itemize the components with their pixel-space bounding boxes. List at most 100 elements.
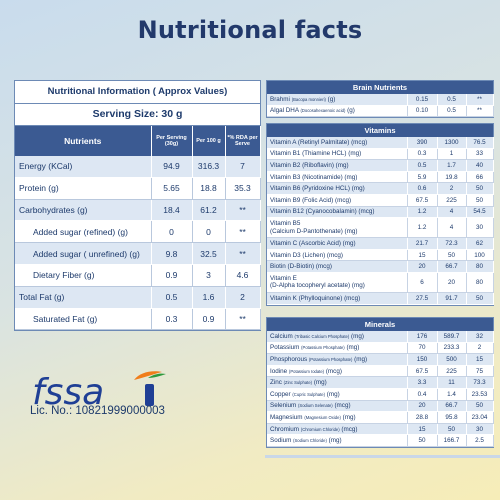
nutrient-name: Vitamin E (D-Alpha tocopheryl acetate) (m… — [267, 272, 408, 293]
leaf-icon — [148, 373, 166, 378]
nutrient-unit: (mg) — [354, 355, 368, 363]
nutrient-value: 15 — [407, 423, 438, 436]
nutrient-value: 225 — [437, 365, 467, 378]
nutrient-unit: (mcg) — [325, 367, 342, 375]
nutrient-label: Vitamin B12 (Cyanocobalamin) (mcg) — [270, 208, 375, 216]
nutrient-name: Total Fat (g) — [15, 286, 152, 309]
nutrient-label: Vitamin B9 (Folic Acid) (mcg) — [270, 196, 352, 204]
nutrient-label: Vitamin A (Retinyl Palmitate) (mcg) — [270, 138, 368, 146]
nutrient-value: 4 — [437, 206, 467, 219]
nutrient-value: 80 — [466, 260, 494, 273]
nutrient-value: 0.4 — [407, 388, 438, 401]
nutrient-value: 67.5 — [407, 365, 438, 378]
nutrient-label: Vitamin C (Ascorbic Acid) (mg) — [270, 239, 356, 247]
nutrient-value: 1.2 — [407, 206, 438, 219]
nutrient-value: 73.3 — [466, 376, 494, 389]
nutrient-source: (Docosahexaenoic acid) — [300, 108, 346, 114]
nutrient-value: 32 — [466, 331, 494, 343]
nutrient-name: Vitamin B1 (Thiamine HCL) (mg) — [267, 148, 408, 161]
nutrient-value: 0.6 — [407, 182, 438, 195]
table-row: Dietary Fiber (g) 0.9 3 4.6 — [15, 264, 261, 287]
nutrient-name: Selenium (Sodium Selenate) (mcg) — [267, 400, 408, 413]
nutrient-source: (Sodium Selenate) — [298, 403, 333, 409]
nutrient-value: 15 — [466, 353, 494, 366]
table-row: Brahmi (Bacopa monnieri) (g) 0.15 0.5 ** — [267, 94, 494, 106]
nutrient-value: 50 — [466, 292, 494, 305]
minerals-caption: Minerals — [267, 318, 493, 331]
nutrient-name: Dietary Fiber (g) — [15, 264, 152, 287]
fssai-logo-text: fssa — [32, 372, 104, 412]
brain-nutrients-table: Brain Nutrients Brahmi (Bacopa monnieri)… — [266, 80, 494, 119]
nutrient-label: Selenium — [270, 402, 297, 410]
nutrient-value: 390 — [407, 137, 438, 149]
column-header-nutrients: Nutrients — [15, 126, 152, 156]
nutrient-value: 0.3 — [407, 148, 438, 161]
nutrient-name: Magnesium (Magnesium Oxide) (mg) — [267, 411, 408, 424]
nutrient-name: Phosphorous (Potassium Phosphate) (mg) — [267, 353, 408, 366]
nutrient-value: 6 — [407, 272, 438, 293]
table-row: Added sugar (refined) (g) 0 0 ** — [15, 220, 261, 244]
nutrient-value: 27.5 — [407, 292, 438, 305]
nutrient-value: 1.2 — [407, 217, 438, 239]
nutrient-source: (Potassium Phosphate) — [308, 356, 353, 362]
nutrient-value: 2 — [437, 182, 467, 195]
table-row: Copper (Cupric Sulphate) (mg) 0.4 1.4 23.53 — [267, 388, 494, 401]
nutrient-value: 1.7 — [437, 159, 467, 172]
nutrient-value: 19.8 — [437, 171, 467, 184]
nutrient-value: 62 — [466, 237, 494, 250]
nutrient-source: (Magnesium Oxide) — [304, 414, 341, 420]
minerals-table: Minerals Calcium (Tribasic Calcium Phosp… — [266, 317, 494, 448]
nutrient-rda: 4.6 — [225, 264, 261, 287]
table-row: Vitamin B2 (Riboflavin) (mg) 0.5 1.7 40 — [267, 159, 494, 172]
nutrient-unit: (g) — [347, 107, 355, 115]
nutrient-label: Phosphorous — [270, 355, 308, 363]
nutrient-value: 30 — [466, 423, 494, 436]
nutrient-value: 3.3 — [407, 376, 438, 389]
nutrient-name: Potassium (Potassium Phosphate) (mg) — [267, 342, 408, 355]
nutrient-value: 50 — [437, 249, 467, 262]
nutrient-per100: 3 — [192, 264, 226, 287]
nutrient-rda: 2 — [225, 286, 261, 309]
nutrient-value: 0.5 — [407, 159, 438, 172]
nutrient-serving: 94.9 — [151, 156, 193, 178]
nutrient-value: 72.3 — [437, 237, 467, 250]
nutrient-serving: 0.5 — [151, 286, 193, 309]
nutrient-unit: (mcg) — [341, 425, 358, 433]
nutrient-label: Potassium — [270, 344, 300, 352]
nutrient-name: Vitamin B12 (Cyanocobalamin) (mcg) — [267, 206, 408, 219]
nutrient-value: 95.8 — [437, 411, 467, 424]
nutrient-value: 70 — [407, 342, 438, 355]
nutrient-value: 0.15 — [407, 94, 438, 106]
nutrient-unit: (g) — [327, 95, 336, 103]
nutrient-per100: 1.6 — [192, 286, 226, 309]
column-header-per-serving: Per Serving (30g) — [151, 126, 193, 156]
nutritional-information-table: Nutritional Information ( Approx Values)… — [14, 80, 261, 332]
nutrient-value: 40 — [466, 159, 494, 172]
nutrient-name: Added sugar (refined) (g) — [15, 220, 152, 244]
nutrient-source: (Cupric Sulphate) — [292, 391, 325, 397]
nutrient-value: 1.4 — [437, 388, 467, 401]
nutrient-per100: 61.2 — [192, 199, 226, 222]
nutrient-value: 233.3 — [437, 342, 467, 355]
nutrient-name: Vitamin B3 (Nicotinamide) (mg) — [267, 171, 408, 184]
nutrient-per100: 316.3 — [192, 156, 226, 178]
nutrient-value: 0.10 — [407, 105, 438, 118]
nutrient-value: 21.7 — [407, 237, 438, 250]
nutrient-rda: ** — [225, 220, 261, 244]
nutrient-value: 0.5 — [437, 94, 467, 106]
table-row: Vitamin D3 (Lichen) (mcg) 15 50 100 — [267, 249, 494, 262]
nutrient-label-line2: (D-Alpha tocopheryl acetate) (mg) — [270, 282, 365, 290]
table-row: Sodium (Sodium Chloride) (mg) 50 166.7 2.5 — [267, 434, 494, 447]
table-row: Biotin (D-Biotin) (mcg) 20 66.7 80 — [267, 260, 494, 273]
nutrient-label: Vitamin B2 (Riboflavin) (mg) — [270, 161, 349, 169]
table-row: Magnesium (Magnesium Oxide) (mg) 28.8 95.8… — [267, 411, 494, 424]
table-row: Vitamin B9 (Folic Acid) (mcg) 67.5 225 50 — [267, 194, 494, 207]
nutrient-label: Vitamin D3 (Lichen) (mcg) — [270, 251, 344, 259]
nutrient-value: 30 — [466, 217, 494, 239]
nutrient-value: 66 — [466, 171, 494, 184]
nutrient-value: 75 — [466, 365, 494, 378]
nutrient-name: Energy (KCal) — [15, 156, 152, 178]
table-row: Added sugar ( unrefined) (g) 9.8 32.5 ** — [15, 242, 261, 265]
table-row: Selenium (Sodium Selenate) (mcg) 20 66.7 50 — [267, 400, 494, 413]
table-row: Chromium (Chromium Chloride) (mcg) 15 50 30 — [267, 423, 494, 436]
